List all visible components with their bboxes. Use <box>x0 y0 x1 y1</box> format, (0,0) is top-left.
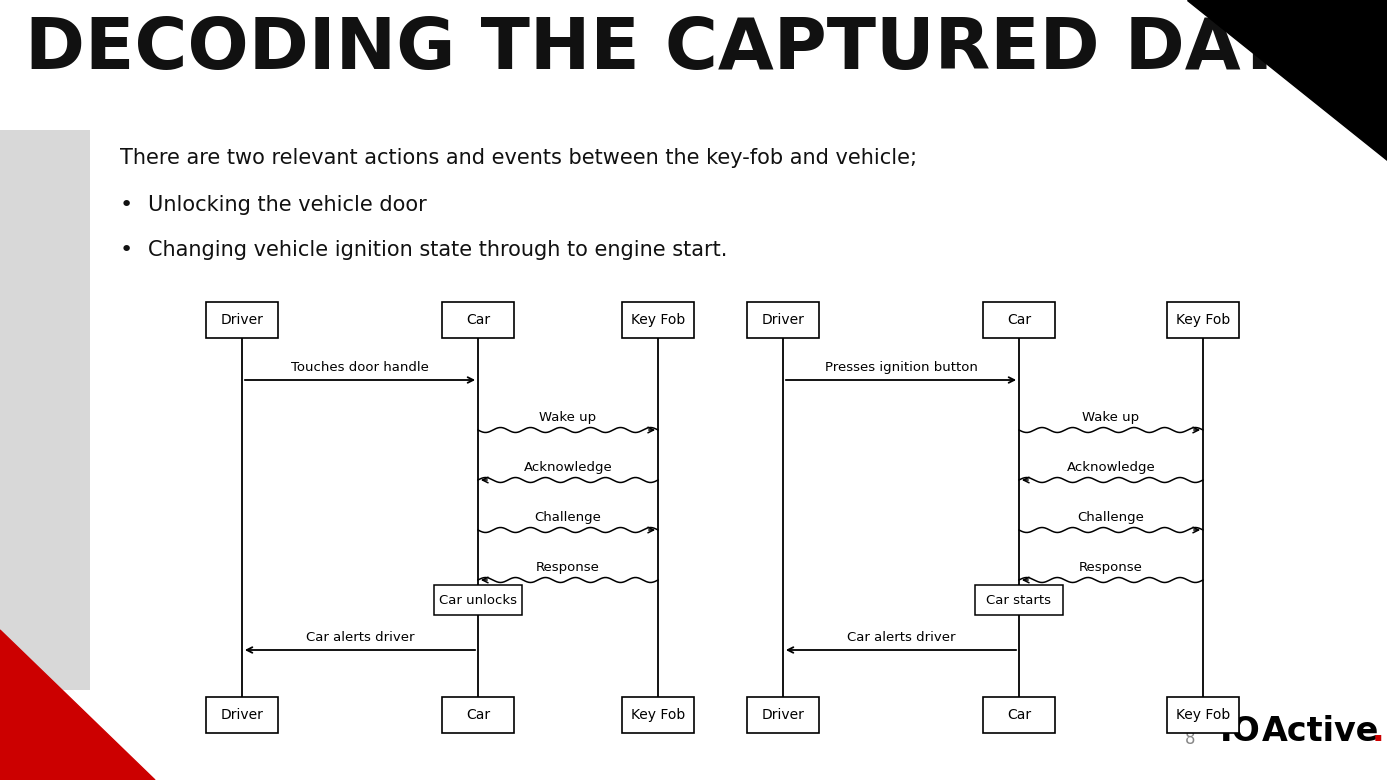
Text: Presses ignition button: Presses ignition button <box>824 361 978 374</box>
Text: Car: Car <box>1007 708 1031 722</box>
Text: Driver: Driver <box>761 313 804 327</box>
Text: Wake up: Wake up <box>1082 411 1140 424</box>
Text: Car: Car <box>466 313 490 327</box>
Text: Car: Car <box>1007 313 1031 327</box>
FancyBboxPatch shape <box>1166 697 1239 733</box>
Text: .: . <box>1372 715 1384 748</box>
Text: IO: IO <box>1221 715 1261 748</box>
Text: Driver: Driver <box>221 708 264 722</box>
Text: Changing vehicle ignition state through to engine start.: Changing vehicle ignition state through … <box>148 240 727 260</box>
Text: Key Fob: Key Fob <box>631 708 685 722</box>
Text: Key Fob: Key Fob <box>631 313 685 327</box>
Text: Acknowledge: Acknowledge <box>1067 461 1155 474</box>
FancyBboxPatch shape <box>983 697 1056 733</box>
Text: Driver: Driver <box>221 313 264 327</box>
Text: Response: Response <box>1079 561 1143 574</box>
Text: Unlocking the vehicle door: Unlocking the vehicle door <box>148 195 427 215</box>
Text: Active: Active <box>1262 715 1380 748</box>
Text: Car alerts driver: Car alerts driver <box>305 631 415 644</box>
Text: Key Fob: Key Fob <box>1176 708 1230 722</box>
Text: Touches door handle: Touches door handle <box>291 361 429 374</box>
FancyBboxPatch shape <box>748 697 818 733</box>
FancyBboxPatch shape <box>1166 302 1239 338</box>
FancyBboxPatch shape <box>442 302 515 338</box>
Text: Car starts: Car starts <box>986 594 1051 607</box>
Text: Acknowledge: Acknowledge <box>524 461 613 474</box>
Text: Car alerts driver: Car alerts driver <box>846 631 956 644</box>
Polygon shape <box>1187 0 1387 160</box>
FancyBboxPatch shape <box>983 302 1056 338</box>
Text: There are two relevant actions and events between the key-fob and vehicle;: There are two relevant actions and event… <box>121 148 917 168</box>
Text: Response: Response <box>535 561 601 574</box>
FancyBboxPatch shape <box>207 302 277 338</box>
FancyBboxPatch shape <box>621 302 694 338</box>
Text: Driver: Driver <box>761 708 804 722</box>
Text: Car unlocks: Car unlocks <box>440 594 517 607</box>
Text: •: • <box>121 240 133 260</box>
Text: Challenge: Challenge <box>1078 511 1144 524</box>
FancyBboxPatch shape <box>748 302 818 338</box>
Text: Wake up: Wake up <box>540 411 596 424</box>
Text: •: • <box>121 195 133 215</box>
FancyBboxPatch shape <box>442 697 515 733</box>
FancyBboxPatch shape <box>0 130 90 690</box>
Text: Car: Car <box>466 708 490 722</box>
Text: DECODING THE CAPTURED DATA: DECODING THE CAPTURED DATA <box>25 15 1334 84</box>
FancyBboxPatch shape <box>621 697 694 733</box>
FancyBboxPatch shape <box>207 697 277 733</box>
FancyBboxPatch shape <box>975 585 1062 615</box>
Text: 8: 8 <box>1184 730 1196 748</box>
Text: Challenge: Challenge <box>534 511 602 524</box>
Polygon shape <box>0 630 155 780</box>
Text: Key Fob: Key Fob <box>1176 313 1230 327</box>
FancyBboxPatch shape <box>434 585 522 615</box>
